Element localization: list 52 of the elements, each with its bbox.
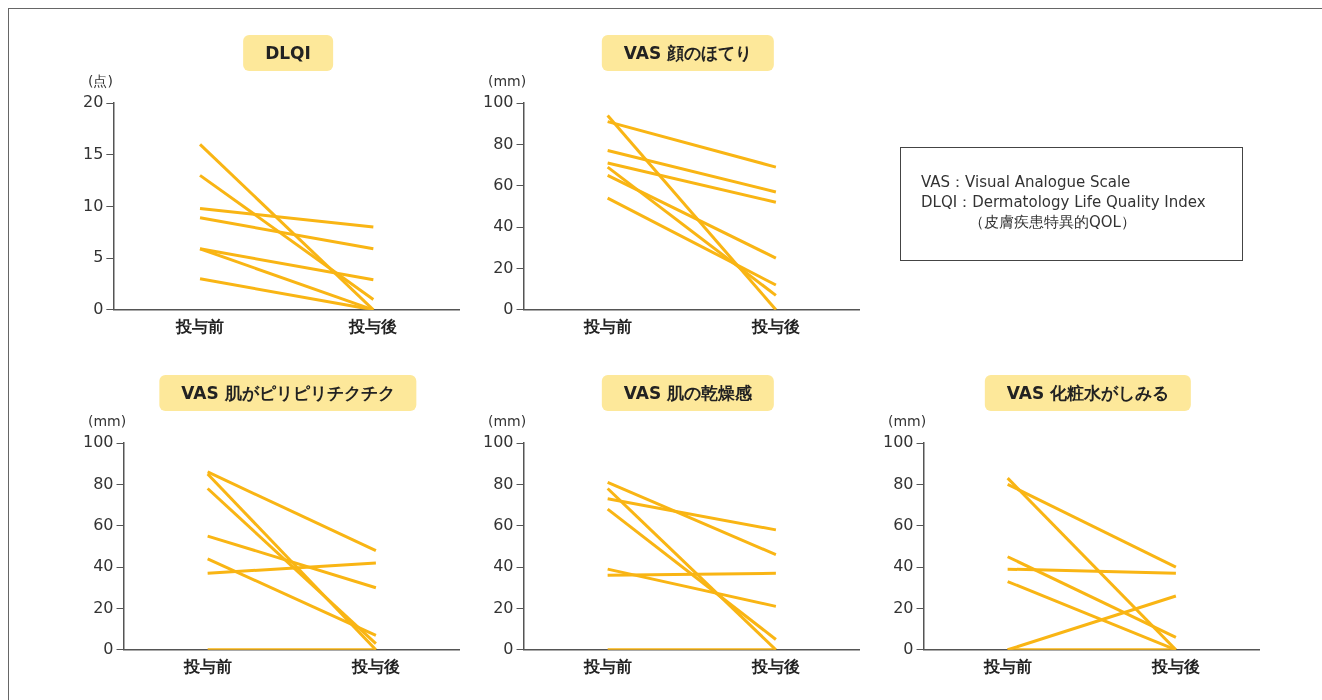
y-tick-label: 20 [493,257,514,277]
chart-title: DLQI [243,35,333,71]
y-tick-label: 20 [93,597,114,617]
y-tick-label: 80 [493,473,514,493]
y-tick-label: 0 [93,298,104,318]
y-tick-label: 0 [503,298,514,318]
y-tick-label: 40 [493,556,514,576]
x-tick-label: 投与後 [1150,656,1200,676]
x-tick-label: 投与前 [175,316,225,336]
y-tick-label: 80 [893,473,914,493]
y-axis-title: (点) [88,73,113,91]
x-tick-label: 投与後 [348,316,398,336]
y-tick-label: 60 [493,514,514,534]
y-tick-label: 100 [82,432,114,452]
x-tick-label: 投与前 [982,656,1032,676]
y-tick-label: 20 [83,92,104,112]
y-axis-title: (mm) [888,413,927,429]
text: （皮膚疾患特異的QOL） [968,212,1137,232]
chart-title: VAS 化粧水がしみる [984,375,1192,411]
text: DLQI：Dermatology Life Quality Index [921,192,1207,212]
y-axis-title: (mm) [488,73,527,89]
x-tick-label: 投与後 [750,656,800,676]
y-tick-label: 40 [93,556,114,576]
text: VAS：Visual Analogue Scale [921,172,1132,192]
y-tick-label: 5 [93,247,104,267]
x-tick-label: 投与後 [750,316,800,336]
y-tick-label: 15 [83,143,104,163]
y-tick-label: 80 [493,133,514,153]
y-tick-label: 60 [893,514,914,534]
x-tick-label: 投与前 [182,656,232,676]
y-axis-title: (mm) [488,413,527,429]
y-tick-label: 100 [882,432,914,452]
y-tick-label: 100 [482,92,514,112]
chart-title: VAS 肌の乾燥感 [601,375,775,411]
y-tick-label: 0 [503,638,514,658]
y-tick-label: 0 [103,638,114,658]
y-tick-label: 40 [493,216,514,236]
y-tick-label: 40 [893,556,914,576]
y-tick-label: 60 [93,514,114,534]
y-tick-label: 20 [493,597,514,617]
y-axis-title: (mm) [88,413,127,429]
y-tick-label: 0 [903,638,914,658]
chart-title: VAS 肌がピリピリチクチク [159,375,417,411]
x-tick-label: 投与後 [350,656,400,676]
y-tick-label: 100 [482,432,514,452]
y-tick-label: 20 [893,597,914,617]
y-tick-label: 60 [493,174,514,194]
x-tick-label: 投与前 [582,656,632,676]
y-tick-label: 10 [83,195,104,215]
y-tick-label: 80 [93,473,114,493]
x-tick-label: 投与前 [582,316,632,336]
chart-title: VAS 顔のほてり [601,35,775,71]
